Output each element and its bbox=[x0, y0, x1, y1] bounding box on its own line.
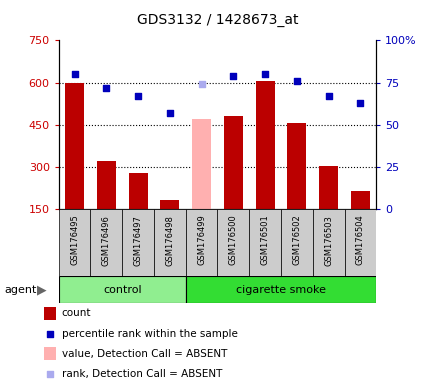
Text: count: count bbox=[62, 308, 91, 318]
Text: rank, Detection Call = ABSENT: rank, Detection Call = ABSENT bbox=[62, 369, 221, 379]
Text: GSM176497: GSM176497 bbox=[133, 215, 142, 265]
Bar bbox=[192, 119, 210, 209]
Point bbox=[198, 81, 205, 87]
Bar bbox=[160, 200, 179, 209]
Text: GSM176504: GSM176504 bbox=[355, 215, 364, 265]
Bar bbox=[97, 161, 115, 209]
Bar bbox=[249, 209, 280, 276]
Text: value, Detection Call = ABSENT: value, Detection Call = ABSENT bbox=[62, 349, 227, 359]
Bar bbox=[90, 209, 122, 276]
Bar bbox=[59, 209, 90, 276]
Point bbox=[103, 84, 109, 91]
Text: GSM176499: GSM176499 bbox=[197, 215, 206, 265]
Text: control: control bbox=[103, 285, 141, 295]
Bar bbox=[44, 307, 56, 320]
Text: GSM176503: GSM176503 bbox=[323, 215, 332, 265]
Point bbox=[135, 93, 141, 99]
Point bbox=[293, 78, 299, 84]
Text: agent: agent bbox=[4, 285, 36, 295]
Bar bbox=[280, 209, 312, 276]
Bar bbox=[217, 209, 249, 276]
Bar bbox=[350, 191, 369, 209]
Text: GDS3132 / 1428673_at: GDS3132 / 1428673_at bbox=[136, 13, 298, 27]
Text: ▶: ▶ bbox=[37, 283, 46, 296]
Text: GSM176495: GSM176495 bbox=[70, 215, 79, 265]
Bar bbox=[255, 81, 274, 209]
Text: GSM176501: GSM176501 bbox=[260, 215, 269, 265]
Bar bbox=[287, 123, 306, 209]
Bar bbox=[65, 83, 84, 209]
Bar bbox=[44, 347, 56, 360]
Bar bbox=[154, 209, 185, 276]
Point bbox=[229, 73, 236, 79]
Bar bbox=[224, 116, 242, 209]
Bar bbox=[128, 173, 147, 209]
Text: GSM176498: GSM176498 bbox=[165, 215, 174, 265]
Bar bbox=[185, 276, 375, 303]
Text: cigarette smoke: cigarette smoke bbox=[236, 285, 325, 295]
Point bbox=[71, 71, 78, 77]
Text: GSM176496: GSM176496 bbox=[102, 215, 111, 265]
Bar bbox=[312, 209, 344, 276]
Bar bbox=[344, 209, 375, 276]
Point bbox=[46, 371, 53, 377]
Text: GSM176502: GSM176502 bbox=[292, 215, 301, 265]
Bar bbox=[122, 209, 154, 276]
Point bbox=[261, 71, 268, 77]
Point bbox=[356, 100, 363, 106]
Point bbox=[166, 110, 173, 116]
Point bbox=[46, 331, 53, 337]
Bar bbox=[185, 209, 217, 276]
Point bbox=[324, 93, 332, 99]
Text: percentile rank within the sample: percentile rank within the sample bbox=[62, 329, 237, 339]
Text: GSM176500: GSM176500 bbox=[228, 215, 237, 265]
Bar bbox=[59, 276, 185, 303]
Bar bbox=[319, 166, 337, 209]
